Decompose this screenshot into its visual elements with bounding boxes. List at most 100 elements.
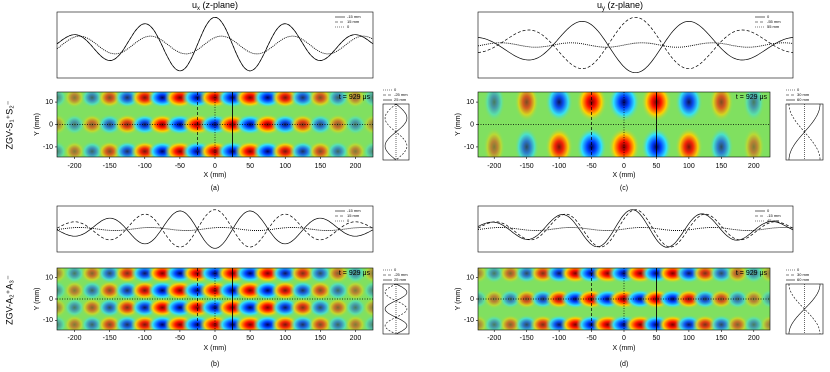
x-tick-label: 0 xyxy=(213,335,217,342)
wave-curve xyxy=(477,16,794,70)
panel-letter: (a) xyxy=(211,185,220,192)
y-axis-label: Y (mm) xyxy=(455,113,462,136)
x-tick-label: -100 xyxy=(552,163,566,170)
legend-label: 45 mm xyxy=(767,218,780,223)
field-blob xyxy=(576,92,607,122)
y-tick-label: -10 xyxy=(43,317,53,324)
field-blob xyxy=(63,92,86,109)
x-axis-label: X (mm) xyxy=(204,345,227,352)
profile-curve xyxy=(384,283,408,335)
legend-label: 0 xyxy=(347,218,350,223)
x-tick-label: 100 xyxy=(683,163,695,170)
field-blob xyxy=(63,140,86,157)
field-blob xyxy=(743,314,765,330)
y-tick-label: 10 xyxy=(45,99,53,106)
x-tick-label: -100 xyxy=(138,163,152,170)
field-blob xyxy=(709,127,734,157)
x-tick-label: 150 xyxy=(314,335,326,342)
legend-label: 0 xyxy=(797,87,800,92)
wave-curve xyxy=(477,227,794,231)
field-blob xyxy=(514,127,539,157)
x-tick-label: -100 xyxy=(552,335,566,342)
legend-label: 15 mm xyxy=(347,19,360,24)
legend-label: -25 mm xyxy=(394,92,408,97)
field-blob xyxy=(308,268,333,284)
x-tick-label: 50 xyxy=(246,163,254,170)
field-blob xyxy=(326,268,350,284)
field-blob xyxy=(308,297,333,318)
field-blob xyxy=(545,92,574,122)
y-tick-label: -10 xyxy=(464,144,474,151)
heatmap xyxy=(57,268,373,330)
field-blob xyxy=(709,92,734,122)
field-blob xyxy=(759,314,770,330)
row-label: ZGV-A₂⁺A₃⁻ xyxy=(4,275,14,325)
field-blob xyxy=(344,314,367,330)
legend-label: 25 mm xyxy=(394,97,407,102)
x-tick-label: 150 xyxy=(314,163,326,170)
x-tick-label: 50 xyxy=(653,163,661,170)
y-tick-label: 0 xyxy=(470,121,474,128)
profile-curve xyxy=(788,104,821,160)
x-axis-label: X (mm) xyxy=(613,345,636,352)
legend-label: -15 mm xyxy=(767,213,781,218)
field-blob xyxy=(63,314,86,330)
profile-curve xyxy=(384,283,408,335)
field-blob xyxy=(63,297,86,318)
legend-label: -15 mm xyxy=(347,14,361,19)
x-tick-label: 50 xyxy=(653,335,661,342)
field-blob xyxy=(63,268,86,284)
legend-label: 0 xyxy=(394,87,397,92)
legend-label: 30 mm xyxy=(797,92,810,97)
y-tick-label: 10 xyxy=(466,99,474,106)
field-blob xyxy=(326,280,350,301)
field-blob xyxy=(545,127,574,157)
field-blob xyxy=(289,297,316,318)
field-blob xyxy=(308,140,333,157)
heatmap xyxy=(478,92,770,157)
legend-label: 0 xyxy=(394,267,397,272)
field-blob xyxy=(674,127,703,157)
x-tick-label: -50 xyxy=(586,163,596,170)
legend-label: 0 xyxy=(797,267,800,272)
field-blob xyxy=(743,268,765,284)
field-blob xyxy=(308,314,333,330)
field-blob xyxy=(362,297,373,318)
y-tick-label: -10 xyxy=(464,317,474,324)
wave-curve xyxy=(56,209,374,248)
x-tick-label: -150 xyxy=(520,335,534,342)
field-blob xyxy=(344,140,367,157)
field-blob xyxy=(608,92,640,122)
x-tick-label: 200 xyxy=(748,163,760,170)
y-axis-label: Y (mm) xyxy=(34,113,41,136)
x-tick-label: 150 xyxy=(715,163,727,170)
wave-curve xyxy=(477,20,794,74)
heatmap xyxy=(57,92,373,157)
legend-label: 15 mm xyxy=(347,213,360,218)
time-label: t = 929 μs xyxy=(736,94,768,101)
x-tick-label: -50 xyxy=(175,163,185,170)
wave-curve xyxy=(477,209,794,248)
x-tick-label: -50 xyxy=(175,335,185,342)
row-label: ZGV-S₁⁺S₂⁻ xyxy=(4,100,14,149)
field-blob xyxy=(759,289,770,309)
field-blob xyxy=(289,280,316,301)
x-tick-label: 100 xyxy=(279,163,291,170)
legend-label: -55 mm xyxy=(767,19,781,24)
x-tick-label: 50 xyxy=(246,335,254,342)
field-blob xyxy=(759,268,770,284)
column-heading: uy (z-plane) xyxy=(597,0,643,11)
x-tick-label: -200 xyxy=(487,163,501,170)
field-blob xyxy=(97,297,122,318)
x-tick-label: -150 xyxy=(103,335,117,342)
legend-label: 60 mm xyxy=(797,277,810,282)
y-tick-label: 0 xyxy=(49,121,53,128)
field-blob xyxy=(726,289,749,309)
field-blob xyxy=(80,297,104,318)
heatmap xyxy=(478,268,770,330)
legend-label: 0 xyxy=(767,208,770,213)
field-blob xyxy=(362,268,373,284)
panel-letter: (b) xyxy=(211,361,220,368)
legend-label: 0 xyxy=(347,24,350,29)
